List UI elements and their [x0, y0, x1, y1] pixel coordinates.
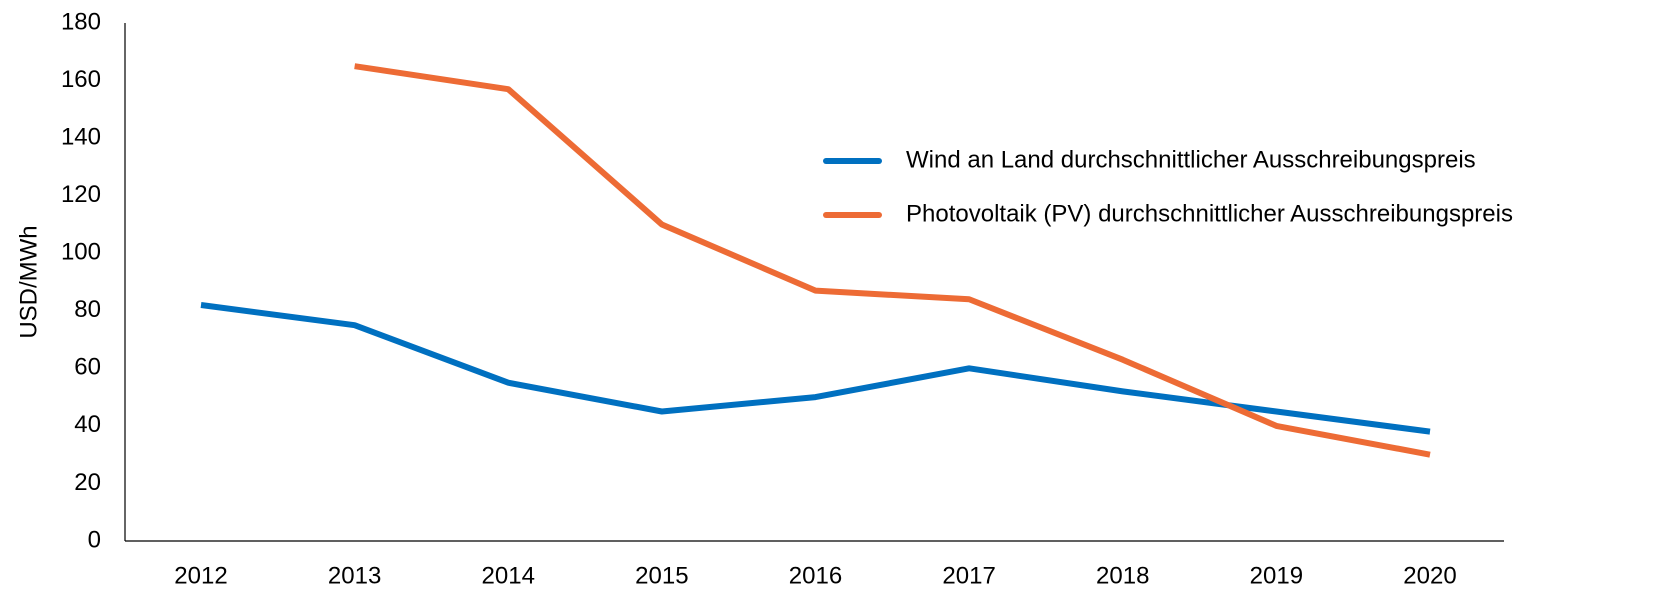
y-tick-label: 20 [74, 469, 101, 496]
x-tick-label: 2015 [635, 562, 688, 589]
y-tick-label: 80 [74, 296, 101, 323]
y-tick-label: 140 [61, 123, 101, 150]
y-tick-label: 100 [61, 239, 101, 266]
x-tick-label: 2012 [174, 562, 227, 589]
y-axis-label: USD/MWh [15, 225, 42, 338]
line-series [354, 63, 1431, 458]
x-tick-label: 2016 [789, 562, 842, 589]
y-tick-label: 180 [61, 8, 101, 35]
legend-label: Photovoltaik (PV) durchschnittlicher Aus… [906, 200, 1513, 227]
y-tick-label: 0 [88, 526, 101, 553]
y-tick-label: 40 [74, 411, 101, 438]
y-tick-label: 120 [61, 181, 101, 208]
x-tick-label: 2013 [328, 562, 381, 589]
x-tick-label: 2014 [482, 562, 535, 589]
y-tick-label: 60 [74, 354, 101, 381]
y-tick-label: 160 [61, 66, 101, 93]
x-tick-label: 2017 [942, 562, 995, 589]
x-tick-label: 2020 [1403, 562, 1456, 589]
legend-label: Wind an Land durchschnittlicher Ausschre… [906, 146, 1476, 173]
x-tick-label: 2019 [1250, 562, 1303, 589]
x-tick-label: 2018 [1096, 562, 1149, 589]
